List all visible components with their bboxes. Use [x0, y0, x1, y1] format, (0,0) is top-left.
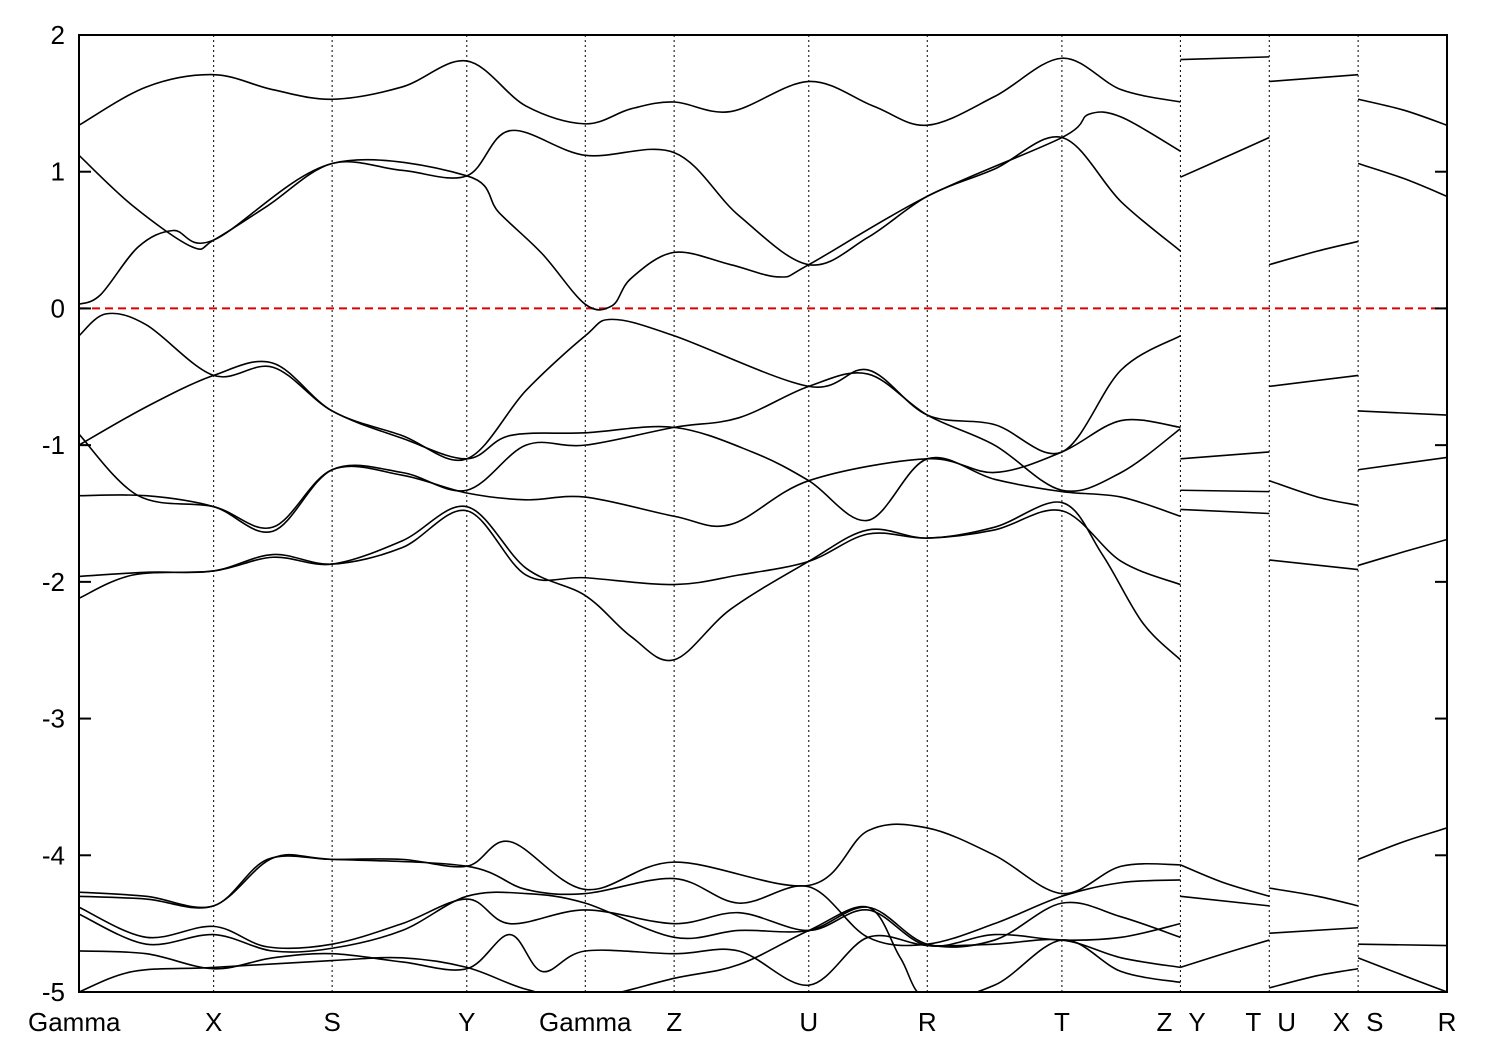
band-17-segment-2 — [1358, 410, 1447, 416]
x-tick-label: Gamma — [539, 1007, 632, 1037]
band-14-segment-0 — [79, 905, 1181, 992]
band-16-segment-1 — [1269, 240, 1359, 266]
band-6-segment-0 — [79, 372, 1181, 534]
band-15-segment-5 — [1180, 864, 1270, 898]
y-tick-label: -3 — [42, 704, 65, 734]
band-17-segment-3 — [1358, 456, 1447, 471]
band-3-segment-0 — [79, 312, 1181, 522]
band-17-segment-5 — [1357, 827, 1447, 861]
x-tick-label: T — [1245, 1007, 1261, 1037]
band-17-segment-0 — [1357, 98, 1447, 126]
x-tick-label: T — [1054, 1007, 1070, 1037]
band-15-segment-7 — [1180, 939, 1270, 969]
y-tick-label: 1 — [51, 157, 65, 187]
band-2-segment-0 — [79, 111, 1181, 311]
x-tick-label: S — [323, 1007, 340, 1037]
band-16-segment-6 — [1269, 926, 1359, 935]
y-tick-label: -4 — [42, 840, 65, 870]
band-16-segment-7 — [1269, 967, 1359, 989]
band-16-segment-3 — [1269, 479, 1359, 507]
band-15-segment-6 — [1180, 895, 1270, 907]
band-lines — [79, 56, 1447, 992]
band-16-segment-0 — [1269, 73, 1359, 83]
x-tick-label: X — [1333, 1007, 1350, 1037]
x-tick-label: R — [1438, 1007, 1457, 1037]
x-tick-label: Y — [1188, 1007, 1205, 1037]
y-tick-label: 2 — [51, 20, 65, 50]
band-16-segment-2 — [1269, 374, 1359, 388]
band-15-segment-3 — [1180, 489, 1270, 493]
band-17-segment-7 — [1357, 957, 1447, 992]
band-15-segment-1 — [1180, 136, 1270, 178]
x-tick-label: Y — [458, 1007, 475, 1037]
x-tick-label: U — [1277, 1007, 1296, 1037]
band-0-segment-0 — [79, 57, 1181, 127]
x-tick-label: Z — [1157, 1007, 1173, 1037]
x-tick-label: R — [918, 1007, 937, 1037]
band-12-segment-0 — [79, 891, 1181, 953]
y-tick-label: -2 — [42, 567, 65, 597]
x-tick-label: Z — [666, 1007, 682, 1037]
y-tick-label: 0 — [51, 293, 65, 323]
band-17-segment-4 — [1357, 538, 1447, 567]
band-15-segment-4 — [1180, 508, 1270, 515]
x-axis-labels: Gamma X S Y Gamma Z U R T Z Y T U X S R — [28, 1007, 1456, 1037]
band-5-segment-0 — [79, 418, 1181, 530]
band-15-segment-2 — [1180, 451, 1270, 460]
band-4-segment-0 — [79, 318, 1181, 462]
x-tick-label: X — [205, 1007, 222, 1037]
band-16-segment-5 — [1269, 887, 1359, 907]
y-tick-label: -1 — [42, 430, 65, 460]
plot-frame — [78, 34, 1448, 993]
band-9-segment-0 — [79, 823, 1181, 909]
band-13-segment-0 — [79, 933, 1181, 986]
y-tick-label: -5 — [42, 977, 65, 1007]
band-11-segment-0 — [79, 898, 1181, 950]
y-axis-ticks: -5 -4 -3 -2 -1 0 1 2 — [42, 20, 1447, 1007]
band-8-segment-0 — [79, 501, 1181, 662]
high-symmetry-gridlines — [213, 35, 1359, 992]
band-7-segment-0 — [79, 509, 1181, 586]
x-tick-label: U — [799, 1007, 818, 1037]
band-17-segment-6 — [1358, 943, 1447, 947]
band-15-segment-0 — [1180, 56, 1270, 61]
band-16-segment-4 — [1269, 559, 1359, 571]
x-tick-label: Gamma — [28, 1007, 121, 1037]
band-1-segment-0 — [79, 129, 1181, 266]
x-tick-label: S — [1366, 1007, 1383, 1037]
band-10-segment-0 — [79, 853, 1181, 947]
band-17-segment-1 — [1357, 162, 1447, 198]
